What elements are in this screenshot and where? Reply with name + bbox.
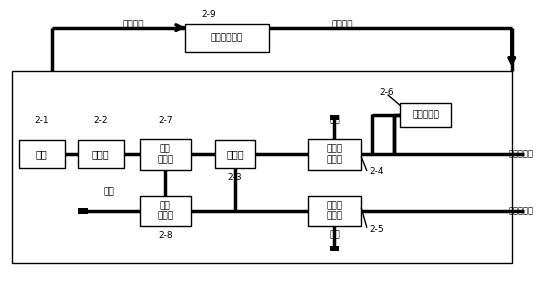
Bar [308, 196, 361, 226]
Text: 上气道
三通阀: 上气道 三通阀 [326, 145, 342, 164]
Bar [12, 71, 512, 263]
Text: 压力变送器: 压力变送器 [413, 111, 439, 119]
Text: 充气
比例阀: 充气 比例阀 [157, 145, 173, 164]
Text: 2-3: 2-3 [228, 173, 242, 182]
Text: 2-5: 2-5 [369, 225, 384, 234]
Text: 放气
比例阀: 放气 比例阀 [157, 201, 173, 221]
Text: 2-8: 2-8 [158, 231, 173, 240]
Text: 气罐: 气罐 [36, 149, 48, 159]
Bar [329, 245, 339, 251]
Text: 大气: 大气 [329, 116, 340, 125]
Text: 2-7: 2-7 [158, 116, 173, 125]
Text: 减压阀: 减压阀 [92, 149, 110, 159]
Text: 2-9: 2-9 [201, 10, 215, 19]
Bar [140, 196, 191, 226]
Bar [78, 141, 124, 168]
Text: 2-2: 2-2 [93, 116, 108, 125]
Text: 控制信号: 控制信号 [332, 20, 353, 29]
Text: 大气: 大气 [329, 231, 340, 240]
Text: 三通阀: 三通阀 [226, 149, 244, 159]
Bar [140, 139, 191, 170]
Text: 上气腔气管: 上气腔气管 [508, 150, 533, 159]
Bar [185, 24, 269, 52]
Bar [308, 139, 361, 170]
Bar [329, 115, 339, 120]
Text: 下气腔气管: 下气腔气管 [508, 207, 533, 216]
Bar [215, 141, 255, 168]
Text: 传感信号: 传感信号 [122, 20, 144, 29]
Bar [400, 103, 451, 127]
Text: 下气道
三通阀: 下气道 三通阀 [326, 201, 342, 221]
Text: 2-6: 2-6 [380, 88, 394, 97]
Text: 2-4: 2-4 [369, 167, 384, 176]
Bar [19, 141, 64, 168]
Text: 2-1: 2-1 [35, 116, 49, 125]
Text: 大气: 大气 [104, 188, 114, 197]
Text: 嵌入式处理器: 嵌入式处理器 [211, 33, 243, 42]
Bar [78, 208, 88, 214]
